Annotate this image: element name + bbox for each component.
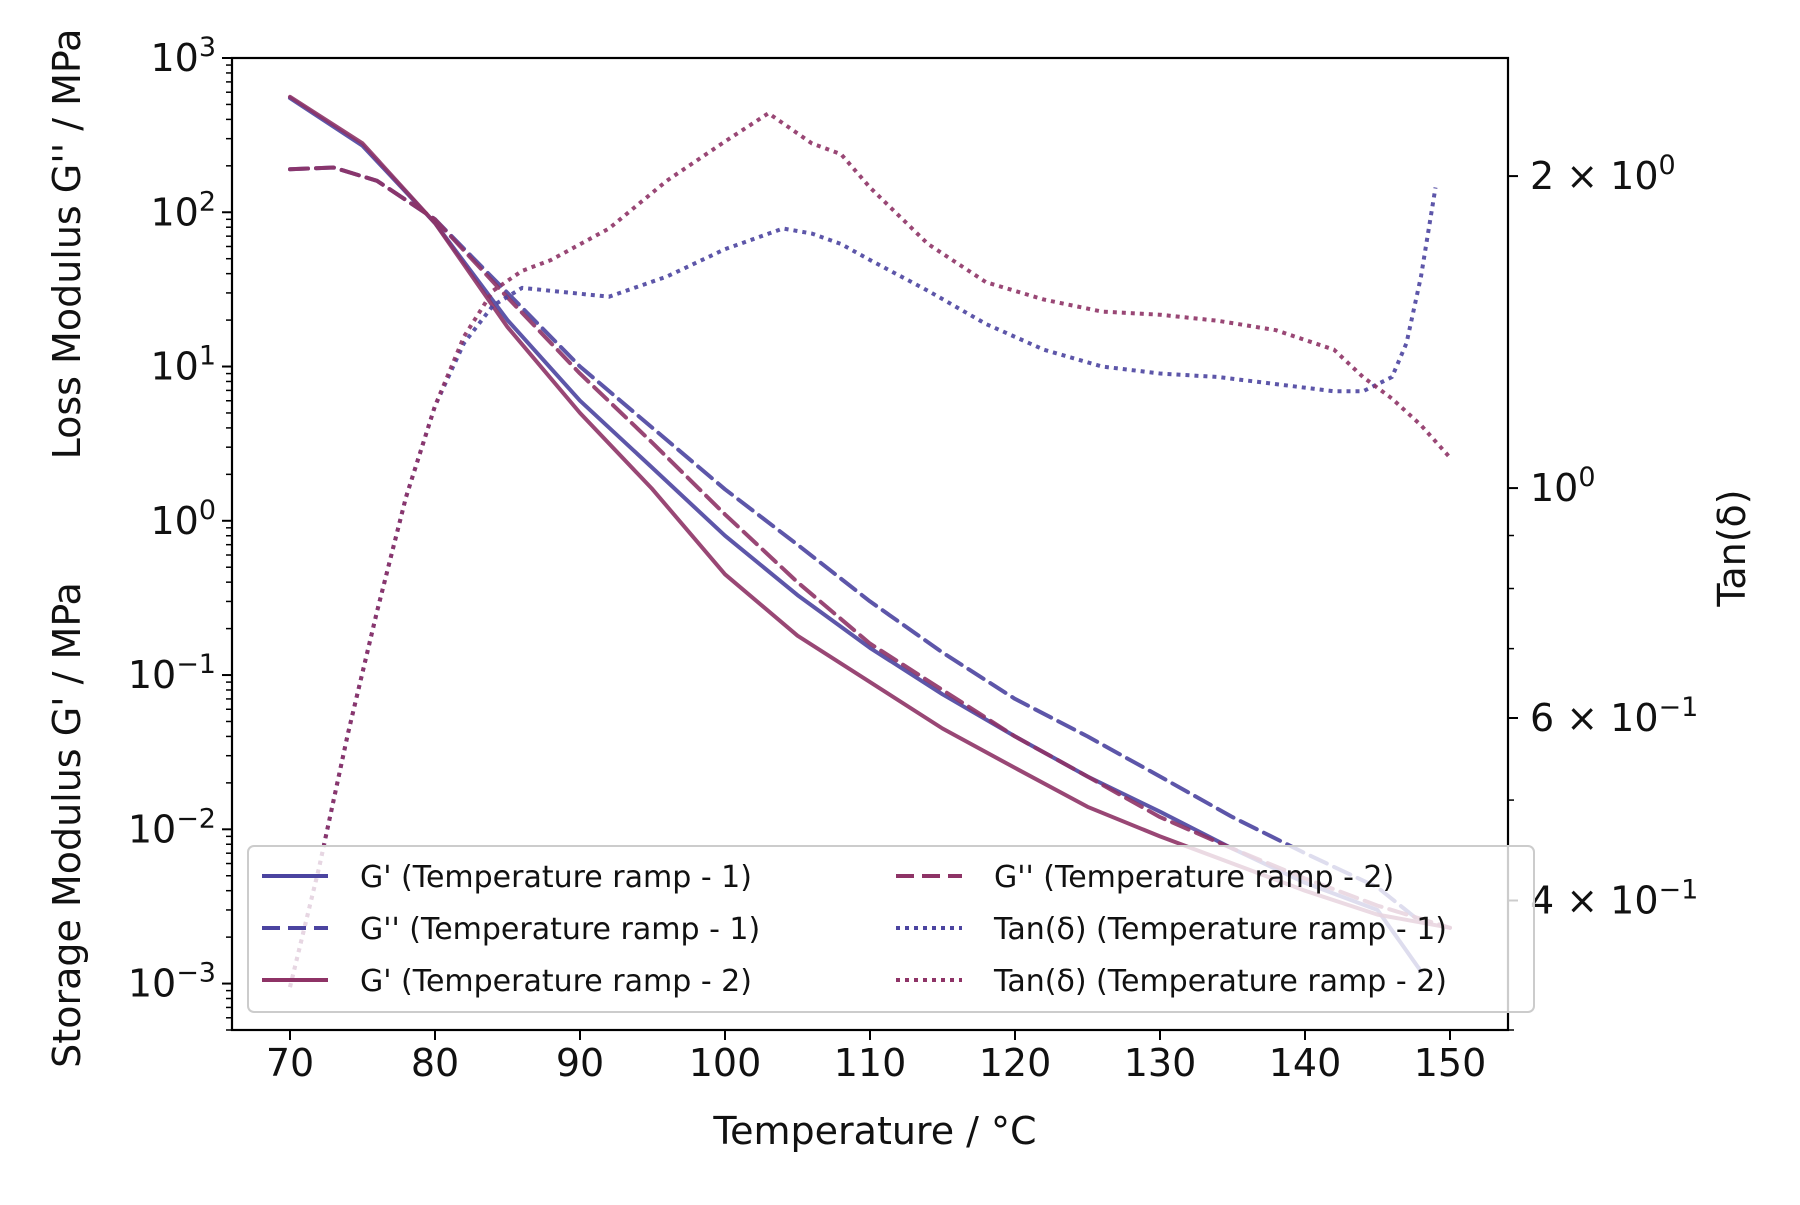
y-left-tick-label: 10−2 — [128, 803, 216, 851]
y-axis-label-storage: Storage Modulus G' / MPa — [45, 582, 89, 1068]
x-tick-label: 70 — [266, 1041, 314, 1085]
y-left-tick-label: 100 — [150, 495, 216, 543]
series-line-3 — [288, 94, 1452, 930]
x-axis-label: Temperature / °C — [712, 1109, 1036, 1153]
axes: 70 80 90 100 110 120 130 140 150 103 102 101 100 10−1… — [128, 32, 1699, 1085]
x-tick-label: 120 — [979, 1041, 1052, 1085]
y-axis-label-loss: Loss Modulus G'' / MPa — [45, 29, 89, 460]
legend-label-1: G' (Temperature ramp - 1) — [360, 860, 752, 895]
y-left-tick-label: 101 — [150, 341, 216, 389]
series-line-2 — [288, 165, 1423, 925]
x-tick-label: 100 — [689, 1041, 762, 1085]
x-tick-label: 140 — [1269, 1041, 1342, 1085]
y-right-tick-label: 100 — [1530, 462, 1596, 510]
y-right-tick-label: 6 × 10−1 — [1530, 692, 1698, 740]
y-left-tick-label: 10−1 — [128, 649, 216, 697]
legend-label-4: G'' (Temperature ramp - 2) — [994, 860, 1394, 895]
x-tick-label: 130 — [1124, 1041, 1197, 1085]
y-left-tick-label: 10−3 — [128, 958, 216, 1006]
legend-label-2: G'' (Temperature ramp - 1) — [360, 912, 760, 947]
series-line-1 — [288, 96, 1423, 974]
series-line-4 — [288, 165, 1452, 930]
series-line-5 — [288, 187, 1438, 988]
x-tick-label: 150 — [1414, 1041, 1487, 1085]
x-tick-label: 110 — [834, 1041, 907, 1085]
y-left-tick-label: 102 — [150, 186, 216, 234]
x-tick-label: 80 — [411, 1041, 459, 1085]
y-right-tick-label: 2 × 100 — [1530, 150, 1676, 198]
legend-box — [247, 845, 1535, 1013]
legend-label-6: Tan(δ) (Temperature ramp - 2) — [993, 964, 1447, 999]
series-line-6 — [288, 111, 1452, 988]
y-axis-label-tan-delta: Tan(δ) — [1710, 489, 1754, 607]
x-tick-label: 90 — [556, 1041, 604, 1085]
legend-label-3: G' (Temperature ramp - 2) — [360, 964, 752, 999]
legend-label-5: Tan(δ) (Temperature ramp - 1) — [993, 912, 1447, 947]
y-left-tick-label: 103 — [150, 32, 216, 80]
legend: G' (Temperature ramp - 1) G'' (Temperatur… — [247, 845, 1535, 1013]
y-right-tick-label: 4 × 10−1 — [1530, 875, 1698, 923]
